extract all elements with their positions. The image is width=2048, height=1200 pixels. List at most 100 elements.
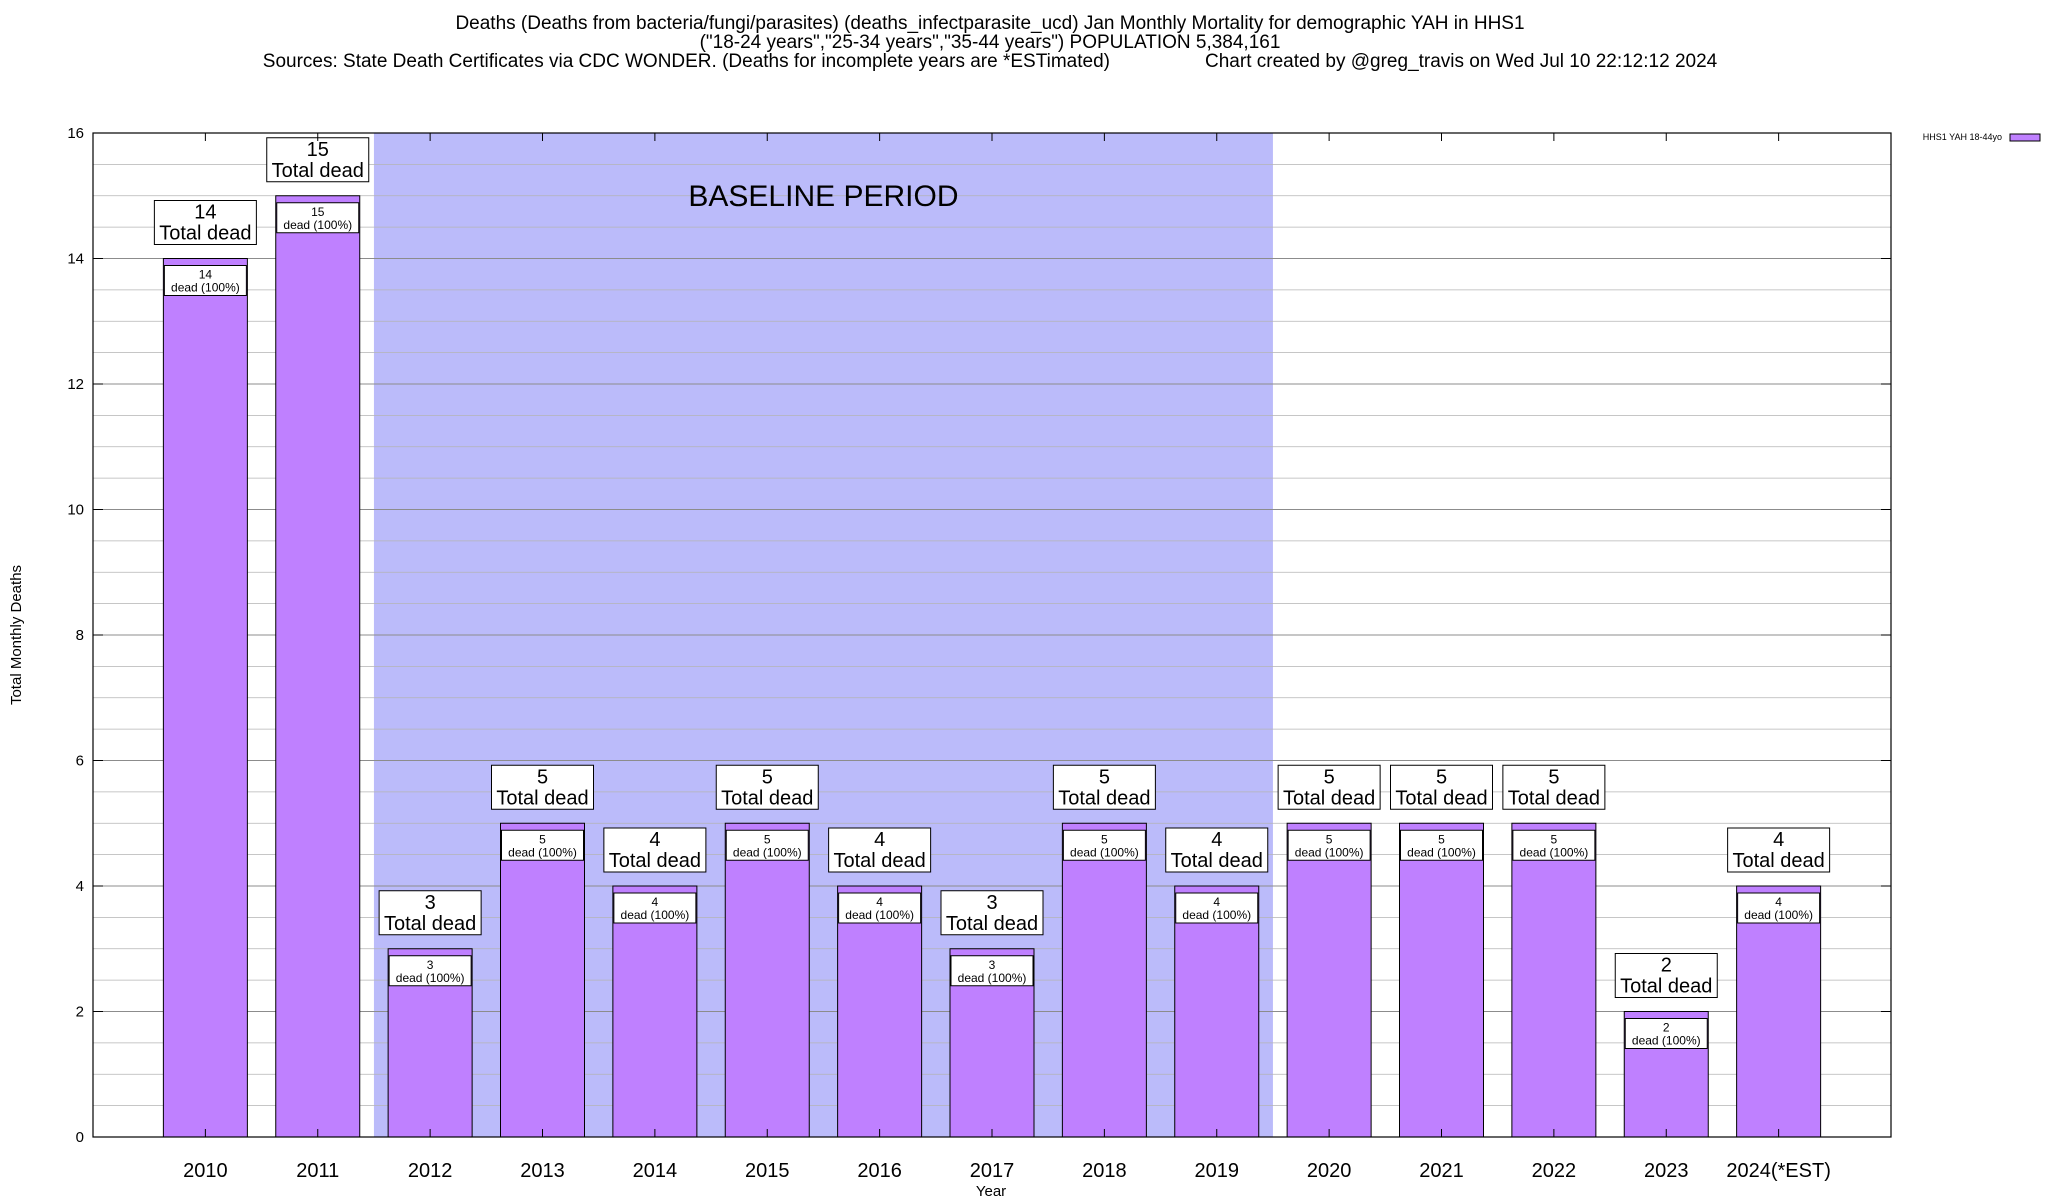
bar-total-label-count: 15	[307, 139, 329, 161]
y-tick-label: 0	[76, 1129, 84, 1146]
bar	[1174, 885, 1260, 1138]
bar-value-label-box	[1400, 829, 1483, 861]
bar-total-label-text: Total dead	[1058, 787, 1150, 809]
x-tick-label: 2021	[1419, 1160, 1464, 1182]
bar-total-label-count: 5	[1436, 766, 1447, 788]
bar	[1286, 822, 1372, 1138]
bar-value-label-box	[725, 829, 809, 861]
y-tick-label: 4	[76, 878, 84, 895]
baseline-label: BASELINE PERIOD	[688, 180, 958, 213]
bar-total-label-count: 4	[874, 829, 885, 851]
x-tick-label: 2022	[1532, 1160, 1577, 1182]
bar-total-label-count: 4	[649, 829, 660, 851]
y-tick-label: 6	[76, 753, 84, 770]
bar-total-label-count: 5	[1324, 766, 1335, 788]
bar-value-label-box	[1737, 892, 1821, 924]
x-tick-label: 2011	[296, 1160, 339, 1182]
bar-value-label-text: dead (100%)	[845, 908, 914, 922]
bar-total-label-box	[1502, 764, 1606, 810]
bar	[837, 885, 923, 1138]
bar-value-label-text: dead (100%)	[1520, 845, 1589, 859]
bar-total-label-box	[153, 200, 257, 245]
bar-value-label-count: 5	[1101, 832, 1108, 846]
y-tick-label: 14	[67, 251, 84, 268]
x-tick-label: 2015	[745, 1160, 790, 1182]
bar-value-label-count: 5	[1438, 832, 1445, 846]
bar-value-label-text: dead (100%)	[396, 971, 465, 985]
x-tick-label: 2013	[520, 1160, 565, 1182]
bar-total-label-count: 2	[1661, 955, 1672, 977]
bar-value-label-box	[276, 202, 360, 234]
bar-value-label-count: 5	[1326, 832, 1333, 846]
bar-value-label-count: 15	[311, 205, 325, 219]
bar-total-label-box	[266, 137, 370, 183]
bar-value-label-count: 4	[876, 895, 883, 909]
bar-total-label-box	[491, 764, 594, 810]
chart-title-block: Deaths (Deaths from bacteria/fungi/paras…	[0, 14, 1980, 71]
bar-value-label-box	[501, 829, 584, 861]
bar-value-label-text: dead (100%)	[1407, 845, 1476, 859]
bar-total-label-box	[1390, 764, 1493, 810]
bar	[1399, 822, 1484, 1138]
bar-total-label-count: 3	[425, 892, 436, 914]
y-tick-label: 12	[67, 376, 84, 393]
x-tick-label: 2012	[408, 1160, 453, 1182]
bar-value-label-count: 2	[1663, 1021, 1670, 1035]
axis-layer: 2010 2011 2012 2013 2014 2015 2016 2017 2018 2019…	[67, 125, 1892, 1182]
chart-source: Sources: State Death Certificates via CD…	[262, 51, 1110, 72]
bar-value-label-text: dead (100%)	[1295, 845, 1364, 859]
bar	[162, 258, 248, 1138]
legend-label: HHS1 YAH 18-44yo	[1923, 132, 2002, 142]
x-tick-label: 2023	[1644, 1160, 1689, 1182]
bar-value-label-count: 3	[427, 958, 434, 972]
bar-value-label-text: dead (100%)	[1070, 845, 1139, 859]
bar-value-label-count: 4	[1213, 895, 1220, 909]
bar	[1511, 822, 1597, 1138]
bar	[724, 822, 810, 1138]
bar-value-label-count: 5	[764, 832, 771, 846]
bar-total-label-box	[1614, 953, 1718, 998]
bar-total-label-box	[1277, 764, 1381, 810]
bar-total-label-count: 4	[1211, 829, 1222, 851]
bar	[500, 822, 585, 1138]
bar-total-label-box	[715, 764, 819, 810]
bar-value-label-count: 4	[1775, 895, 1782, 909]
bar-total-label-box	[940, 890, 1044, 936]
bar	[1061, 822, 1147, 1138]
bar-total-label-box	[1052, 764, 1156, 810]
x-tick-label: 2010	[183, 1160, 228, 1182]
x-tick-label: 2018	[1082, 1160, 1127, 1182]
bar-total-label-count: 5	[762, 766, 773, 788]
bar-total-label-text: Total dead	[496, 787, 588, 809]
bar-total-label-box	[1165, 827, 1269, 873]
x-tick-label: 2016	[857, 1160, 902, 1182]
bar-total-label-text: Total dead	[1508, 787, 1600, 809]
bar-total-label-count: 14	[194, 202, 216, 224]
bar-total-label-text: Total dead	[272, 160, 364, 182]
bar-value-label-text: dead (100%)	[283, 218, 352, 232]
bar-value-label-box	[838, 892, 922, 924]
legend: HHS1 YAH 18-44yo	[1923, 132, 2041, 142]
